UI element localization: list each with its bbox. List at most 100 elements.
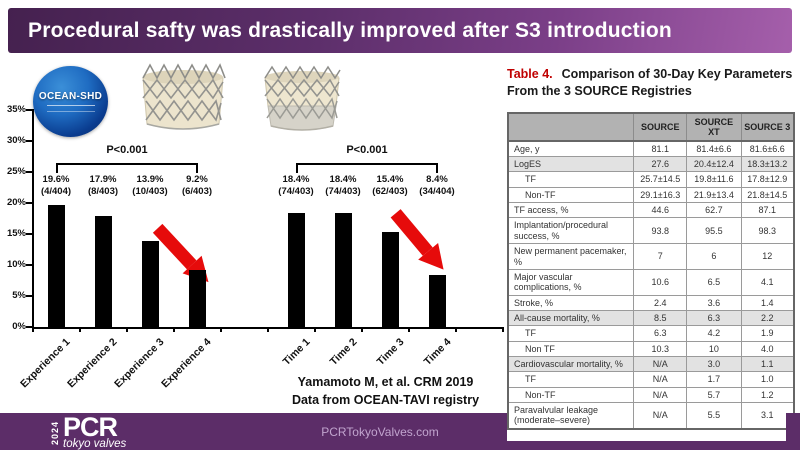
bar-count-label: (34/404) (419, 186, 455, 197)
x-axis-tick (173, 327, 175, 332)
p-value-label-time: P<0.001 (346, 144, 388, 156)
row-label: TF access, % (507, 202, 635, 219)
footer-bar: 2024 PCR tokyo valves PCRTokyoValves.com (0, 413, 507, 450)
cell-value: N/A (633, 355, 688, 373)
bar (48, 205, 65, 327)
cell-value: N/A (633, 371, 688, 388)
y-axis-tick (26, 109, 32, 111)
cell-value: 3.1 (740, 401, 795, 430)
cell-value: 1.2 (740, 386, 795, 403)
cell-value: 6.3 (686, 309, 742, 327)
y-axis-tick-label: 5% (12, 290, 26, 301)
cell-value: 98.3 (740, 217, 795, 245)
table-row: Major vascular complications, % 10.6 6.5 4.… (507, 268, 795, 296)
bar-chart: P<0.001 P<0.001 35% 30% 25% 20% 15% 10% 5% 0% 19… (0, 100, 510, 410)
bar (382, 232, 399, 327)
bar-value-label: 15.4% (376, 174, 404, 185)
y-axis-tick (26, 233, 32, 235)
row-label: Implantation/procedural success, % (507, 217, 635, 245)
table-title: Table 4. Comparison of 30-Day Key Paramet… (507, 66, 795, 100)
valve-photo-right (264, 65, 341, 131)
bar-count-label: (62/403) (372, 186, 408, 197)
row-label: Cardiovascular mortality, % (507, 355, 635, 373)
x-axis-tick (79, 327, 81, 332)
x-axis-tick (267, 327, 269, 332)
row-label: LogES (507, 156, 635, 173)
x-axis-tick (361, 327, 363, 332)
x-axis-tick (408, 327, 410, 332)
x-axis-tick (32, 327, 34, 332)
table-row: Implantation/procedural success, % 93.8 95… (507, 217, 795, 245)
bar-count-label: (74/403) (278, 186, 314, 197)
bar (142, 241, 159, 327)
bar-value-label: 18.4% (282, 174, 310, 185)
table-row: TF N/A 1.7 1.0 (507, 371, 795, 388)
cell-value: 6.3 (633, 325, 688, 342)
col-header-source-xt: SOURCE XT (686, 112, 742, 142)
cell-value: 19.8±11.6 (686, 171, 742, 188)
cell-value: 18.3±13.2 (740, 156, 795, 173)
citation-line2: Data from OCEAN-TAVI registry (291, 392, 480, 407)
cell-value: 1.9 (740, 325, 795, 342)
table-row: TF access, % 44.6 62.7 87.1 (507, 202, 795, 219)
y-axis-tick-label: 30% (6, 135, 26, 146)
table-row: Non-TF 29.1±16.3 21.9±13.4 21.8±14.5 (507, 186, 795, 204)
table-row: Non TF 10.3 10 4.0 (507, 340, 795, 357)
bar-value-label: 9.2% (186, 174, 208, 185)
row-label: Non-TF (507, 386, 635, 403)
cell-value: 87.1 (740, 202, 795, 219)
bar (189, 270, 206, 327)
cell-value: 44.6 (633, 202, 688, 219)
y-axis-tick-label: 15% (6, 228, 26, 239)
row-label: Paravalvular leakage (moderate–severe) (507, 401, 635, 430)
cell-value: 21.9±13.4 (686, 186, 742, 204)
cell-value: 10.3 (633, 340, 688, 357)
bar-count-label: (10/403) (132, 186, 168, 197)
y-axis-tick-label: 0% (12, 321, 26, 332)
row-label: Non TF (507, 340, 635, 357)
bar-value-label: 18.4% (329, 174, 357, 185)
row-label: New permanent pacemaker, % (507, 243, 635, 270)
x-axis-tick (502, 327, 504, 332)
row-label: TF (507, 325, 635, 342)
table-row: Stroke, % 2.4 3.6 1.4 (507, 294, 795, 311)
cell-value: 62.7 (686, 202, 742, 219)
table-row: Paravalvular leakage (moderate–severe) N/… (507, 401, 795, 430)
cell-value: 10 (686, 340, 742, 357)
citation-line1: Yamamoto M, et al. CRM 2019 (297, 375, 474, 389)
row-label: Major vascular complications, % (507, 268, 635, 296)
cell-value: 1.4 (740, 294, 795, 311)
table-panel: Table 4. Comparison of 30-Day Key Paramet… (507, 66, 795, 430)
table-title-line2: From the 3 SOURCE Registries (507, 83, 692, 98)
bar (288, 213, 305, 327)
cell-value: 81.6±6.6 (740, 140, 795, 158)
table-number: Table 4. (507, 67, 553, 81)
table-row: All-cause mortality, % 8.5 6.3 2.2 (507, 309, 795, 327)
cell-value: 2.2 (740, 309, 795, 327)
cell-value: 3.0 (686, 355, 742, 373)
y-axis-tick-label: 35% (6, 104, 26, 115)
cell-value: N/A (633, 386, 688, 403)
row-label: TF (507, 171, 635, 188)
bar-value-label: 19.6% (42, 174, 70, 185)
significance-bracket-time (296, 163, 438, 173)
y-axis-tick (26, 171, 32, 173)
logo-year: 2024 (50, 420, 60, 445)
cell-value: 6.5 (686, 268, 742, 296)
cell-value: 93.8 (633, 217, 688, 245)
table-row: LogES 27.6 20.4±12.4 18.3±13.2 (507, 156, 795, 173)
x-axis-tick (314, 327, 316, 332)
ocean-shd-logo-subtitle (46, 105, 95, 112)
cell-value: 5.7 (686, 386, 742, 403)
footer-website-link[interactable]: PCRTokyoValves.com (321, 425, 439, 439)
cell-value: 12 (740, 243, 795, 270)
cell-value: 95.5 (686, 217, 742, 245)
cell-value: 10.6 (633, 268, 688, 296)
pcr-tokyo-valves-logo: 2024 PCR tokyo valves (50, 414, 126, 450)
x-axis-tick (220, 327, 222, 332)
p-value-label-experience: P<0.001 (106, 144, 148, 156)
footer-right-block (786, 413, 800, 450)
table-row: TF 25.7±14.5 19.8±11.6 17.8±12.9 (507, 171, 795, 188)
cell-value: 81.4±6.6 (686, 140, 742, 158)
